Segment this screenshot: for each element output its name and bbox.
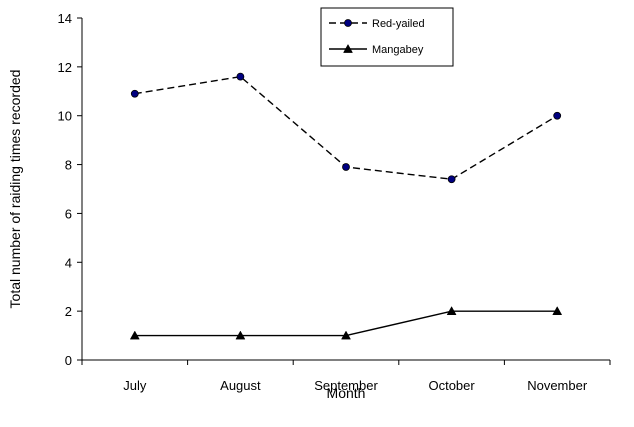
data-point [130,89,139,98]
y-tick-label: 8 [65,158,72,173]
legend: Red-yailed Mangabey [320,7,454,67]
y-tick-label: 0 [65,353,72,368]
legend-box [320,7,454,67]
x-tick-label: November [527,378,588,393]
y-tick-label: 10 [58,109,72,124]
series-group [129,72,563,340]
x-axis-title: Month [327,385,366,401]
ticks: 0 2 4 6 8 10 12 14 July August September October Nov… [58,11,611,393]
y-tick-label: 6 [65,206,72,221]
legend-label: Mangabey [372,44,424,56]
y-axis-title: Total number of raiding times recorded [7,70,23,309]
y-tick-label: 4 [65,255,72,270]
x-tick-label: September [314,378,378,393]
axes [81,18,610,361]
legend-marker [344,19,352,27]
data-point [235,330,246,340]
data-point [446,306,457,315]
x-tick-label: October [428,378,475,393]
y-tick-label: 14 [58,11,72,26]
x-tick-label: August [220,378,261,393]
legend-label: Red-yailed [372,18,425,30]
y-tick-label: 2 [65,304,72,319]
data-point [552,306,563,315]
x-tick-label: July [123,378,147,393]
legend-entry: Red-yailed [329,18,425,30]
data-point [553,111,562,120]
data-point [236,72,245,81]
data-point [129,330,140,340]
data-point [342,163,350,171]
y-tick-label: 12 [58,60,72,75]
legend-entry: Mangabey [329,43,424,56]
data-point [341,330,351,340]
legend-marker [343,43,353,53]
series-red-yailed [130,72,562,184]
data-point [447,175,456,184]
series-mangabey [129,306,563,340]
